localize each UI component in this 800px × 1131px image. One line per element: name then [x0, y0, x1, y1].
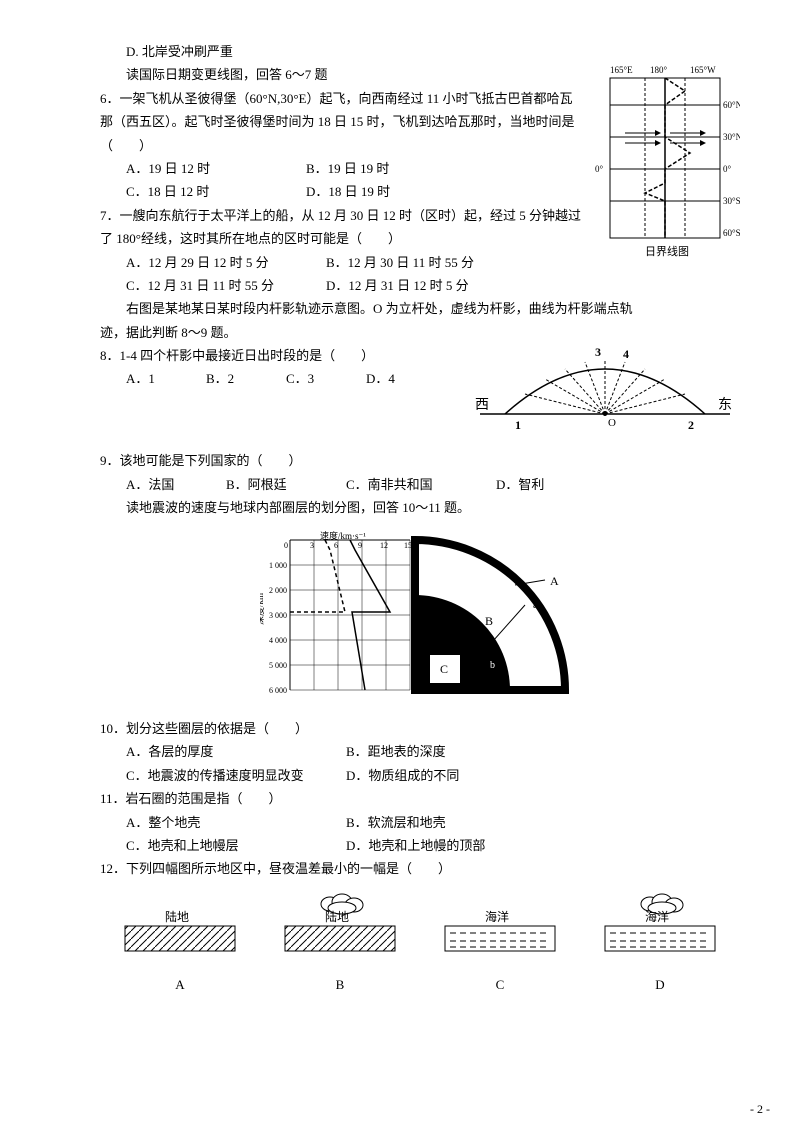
q5-option-d: D. 北岸受冲刷严重: [100, 40, 740, 63]
q12-diagrams: 陆地 A 陆地 B: [100, 891, 740, 997]
svg-text:1: 1: [515, 418, 521, 432]
svg-text:12: 12: [380, 541, 388, 550]
svg-text:海洋: 海洋: [645, 909, 669, 924]
svg-text:3: 3: [595, 345, 601, 359]
svg-text:4: 4: [623, 347, 629, 361]
svg-text:A: A: [550, 574, 559, 588]
shadow-diagram: O 3 4 1 2 西 东: [470, 344, 740, 441]
q6-row1: A．19 日 12 时 B．19 日 19 时: [100, 157, 582, 180]
east-label: 东: [718, 397, 732, 413]
q9-text: 9．该地可能是下列国家的（ ）: [100, 449, 740, 472]
q8-c: C．3: [286, 367, 366, 390]
svg-text:0: 0: [284, 541, 288, 550]
dateline-diagram: 165°E 180° 165°W 60°N 30°N: [590, 63, 740, 265]
panel-a: 陆地 A: [115, 891, 245, 997]
svg-text:C: C: [440, 662, 448, 676]
q9-c: C．南非共和国: [346, 473, 496, 496]
q10-c: C．地震波的传播速度明显改变: [126, 764, 346, 787]
q11-text: 11．岩石圈的范围是指（ ）: [100, 787, 740, 810]
q11-c: C．地壳和上地幔层: [126, 834, 346, 857]
svg-text:O: O: [608, 417, 616, 429]
svg-text:深度/km: 深度/km: [260, 593, 265, 625]
q8-a: A．1: [126, 367, 206, 390]
svg-text:6 000: 6 000: [269, 686, 287, 695]
page-content: D. 北岸受冲刷严重 165°E 180° 165°W: [100, 40, 740, 997]
svg-text:0°: 0°: [723, 164, 732, 174]
svg-text:a: a: [533, 600, 538, 611]
svg-text:30°S: 30°S: [723, 196, 740, 206]
label-d: D: [595, 973, 725, 996]
page-number: - 2 -: [750, 1099, 770, 1121]
svg-text:B: B: [485, 614, 493, 628]
q10-text: 10．划分这些圈层的依据是（ ）: [100, 717, 740, 740]
q11-b: B．软流层和地壳: [346, 811, 446, 834]
label-b: B: [275, 973, 405, 996]
svg-text:速度/km·s⁻¹: 速度/km·s⁻¹: [320, 530, 366, 541]
panel-c: 海洋 C: [435, 891, 565, 997]
q6-c: C．18 日 12 时: [126, 180, 306, 203]
intro-8-9b: 迹，据此判断 8～9 题。: [100, 321, 740, 344]
q7-b: B．12 月 30 日 11 时 55 分: [326, 251, 506, 274]
svg-text:6: 6: [334, 541, 338, 550]
q10-row2: C．地震波的传播速度明显改变 D．物质组成的不同: [100, 764, 740, 787]
svg-text:陆地: 陆地: [165, 909, 189, 924]
q7-a: A．12 月 29 日 12 时 5 分: [126, 251, 326, 274]
svg-text:3 000: 3 000: [269, 611, 287, 620]
q10-b: B．距地表的深度: [346, 740, 446, 763]
q10-row1: A．各层的厚度 B．距地表的深度: [100, 740, 740, 763]
q10-d: D．物质组成的不同: [346, 764, 459, 787]
q9-b: B．阿根廷: [226, 473, 346, 496]
svg-text:60°S: 60°S: [723, 228, 740, 238]
west-label: 西: [475, 398, 489, 413]
svg-text:9: 9: [358, 541, 362, 550]
lon-165e: 165°E: [610, 65, 633, 75]
svg-text:30°N: 30°N: [723, 132, 740, 142]
q11-a: A．整个地壳: [126, 811, 346, 834]
q7-row2: C．12 月 31 日 11 时 55 分 D．12 月 31 日 12 时 5…: [100, 274, 740, 297]
q6-b: B．19 日 19 时: [306, 157, 486, 180]
q6-d: D．18 日 19 时: [306, 180, 486, 203]
q8-d: D．4: [366, 367, 446, 390]
q8-options: A．1 B．2 C．3 D．4: [100, 367, 462, 390]
q9-options: A．法国 B．阿根廷 C．南非共和国 D．智利: [100, 473, 740, 496]
svg-text:2 000: 2 000: [269, 586, 287, 595]
q7-c: C．12 月 31 日 11 时 55 分: [126, 274, 326, 297]
q11-row2: C．地壳和上地幔层 D．地壳和上地幔的顶部: [100, 834, 740, 857]
q11-row1: A．整个地壳 B．软流层和地壳: [100, 811, 740, 834]
label-a: A: [115, 973, 245, 996]
svg-text:b: b: [490, 660, 495, 671]
label-c: C: [435, 973, 565, 996]
intro-10-11: 读地震波的速度与地球内部圈层的划分图，回答 10～11 题。: [100, 496, 740, 519]
panel-b: 陆地 B: [275, 891, 405, 997]
q10-a: A．各层的厚度: [126, 740, 346, 763]
lon-165w: 165°W: [690, 65, 716, 75]
q6-row2: C．18 日 12 时 D．18 日 19 时: [100, 180, 582, 203]
svg-text:0°: 0°: [595, 164, 604, 174]
q12-text: 12．下列四幅图所示地区中，昼夜温差最小的一幅是（ ）: [100, 857, 740, 880]
lon-180: 180°: [650, 65, 668, 75]
svg-text:海洋: 海洋: [485, 909, 509, 924]
q6-a: A．19 日 12 时: [126, 157, 306, 180]
q9-d: D．智利: [496, 473, 596, 496]
svg-text:60°N: 60°N: [723, 100, 740, 110]
svg-text:15: 15: [404, 541, 412, 550]
q7-row1: A．12 月 29 日 12 时 5 分 B．12 月 30 日 11 时 55…: [100, 251, 582, 274]
intro-8-9a: 右图是某地某日某时段内杆影轨迹示意图。O 为立杆处，虚线为杆影，曲线为杆影端点轨: [100, 297, 740, 320]
dateline-caption: 日界线图: [645, 244, 689, 258]
seismic-diagram: 速度/km·s⁻¹ 0 3 6 9 12 15: [100, 530, 740, 707]
q8-b: B．2: [206, 367, 286, 390]
svg-text:1 000: 1 000: [269, 561, 287, 570]
svg-text:陆地: 陆地: [325, 909, 349, 924]
q7-d: D．12 月 31 日 12 时 5 分: [326, 274, 506, 297]
panel-d: 海洋 D: [595, 891, 725, 997]
q11-d: D．地壳和上地幔的顶部: [346, 834, 485, 857]
svg-text:2: 2: [688, 418, 694, 432]
svg-text:4 000: 4 000: [269, 636, 287, 645]
svg-text:3: 3: [310, 541, 314, 550]
q9-a: A．法国: [126, 473, 226, 496]
svg-text:5 000: 5 000: [269, 661, 287, 670]
